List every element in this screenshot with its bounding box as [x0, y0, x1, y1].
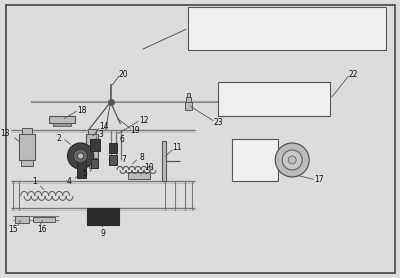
Text: 12: 12	[139, 116, 148, 125]
Text: 15: 15	[8, 225, 18, 234]
Bar	[33, 217, 55, 222]
Bar	[15, 216, 29, 223]
Text: 8: 8	[139, 153, 144, 162]
Bar	[19, 134, 35, 160]
Bar	[188, 7, 386, 50]
Bar	[90, 139, 100, 151]
Text: 14: 14	[99, 121, 108, 131]
Circle shape	[282, 150, 302, 170]
Bar	[88, 163, 94, 168]
Text: 5: 5	[82, 169, 87, 178]
Circle shape	[288, 156, 296, 164]
Bar	[185, 102, 192, 110]
Text: 23: 23	[214, 118, 223, 126]
Text: 17: 17	[314, 175, 324, 184]
Bar	[76, 160, 86, 178]
Text: 10: 10	[145, 163, 154, 172]
Bar	[53, 123, 71, 126]
Text: 11: 11	[173, 143, 182, 153]
Bar	[22, 128, 32, 134]
Text: 9: 9	[100, 229, 105, 238]
Text: 3: 3	[98, 130, 103, 138]
Bar	[21, 160, 33, 166]
Text: 1: 1	[32, 177, 37, 187]
Text: 7: 7	[121, 155, 126, 165]
Text: 22: 22	[348, 70, 358, 79]
Circle shape	[275, 143, 309, 177]
Bar	[128, 172, 150, 179]
Bar	[49, 116, 74, 123]
Text: 18: 18	[77, 106, 86, 115]
Bar	[232, 139, 278, 181]
Text: 19: 19	[131, 125, 140, 135]
Text: 6: 6	[119, 135, 124, 145]
Bar	[86, 158, 96, 163]
Bar	[186, 97, 191, 102]
Bar	[187, 93, 190, 97]
Text: 20: 20	[119, 70, 128, 79]
Bar	[86, 134, 98, 158]
Circle shape	[78, 153, 84, 159]
Bar	[86, 208, 118, 225]
Bar	[108, 155, 116, 165]
Text: 13: 13	[0, 128, 10, 138]
Bar	[162, 141, 166, 181]
Text: 4: 4	[66, 177, 71, 187]
Bar	[108, 143, 116, 153]
Circle shape	[68, 143, 94, 169]
Circle shape	[74, 149, 88, 163]
Text: 2: 2	[56, 133, 61, 143]
Bar	[90, 159, 98, 168]
Bar	[88, 129, 96, 134]
Text: 16: 16	[37, 225, 46, 234]
Bar	[218, 82, 330, 116]
